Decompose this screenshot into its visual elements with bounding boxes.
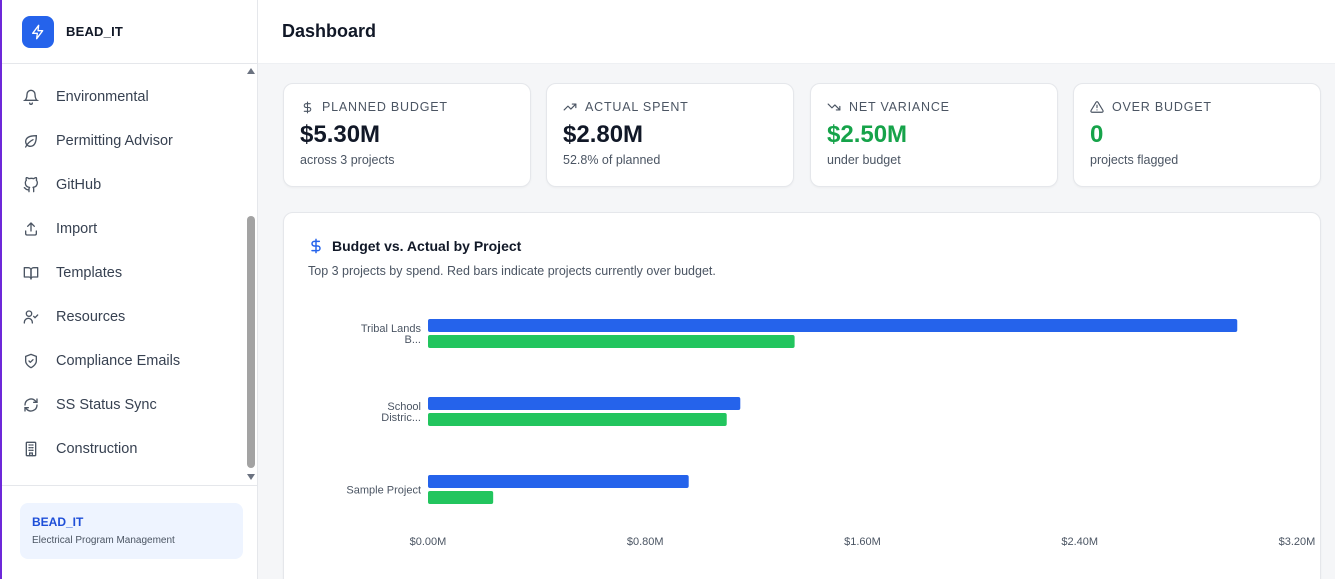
- x-tick-label: $0.80M: [627, 536, 664, 548]
- stat-value: 0: [1090, 121, 1104, 148]
- dollar-icon: [308, 238, 324, 254]
- app-info-card: BEAD_IT Electrical Program Management: [20, 503, 243, 559]
- stat-label: PLANNED BUDGET: [322, 100, 448, 114]
- bar-actual-2[interactable]: [428, 491, 494, 504]
- sidebar-item-resources[interactable]: Resources: [22, 302, 232, 332]
- sidebar: BEAD_IT Environmental Permitting Advisor…: [0, 0, 258, 579]
- trending-up-icon: [563, 100, 577, 114]
- app-info-title: BEAD_IT: [32, 515, 84, 529]
- leaf-icon: [22, 132, 40, 150]
- chart-title-text: Budget vs. Actual by Project: [332, 238, 522, 254]
- user-check-icon: [22, 308, 40, 326]
- bar-planned-0[interactable]: [428, 319, 1238, 332]
- stat-value: $5.30M: [300, 121, 381, 148]
- sidebar-item-environmental[interactable]: Environmental: [22, 82, 232, 112]
- shield-icon: [22, 352, 40, 370]
- app-info-subtitle: Electrical Program Management: [32, 535, 175, 546]
- budget-vs-actual-chart: Tribal Lands B... School Distric... Sample P…: [346, 319, 1316, 548]
- stat-card-actual-spent: ACTUAL SPENT $2.80M 52.8% of planned: [546, 83, 794, 187]
- stat-subtext: projects flagged: [1090, 153, 1179, 167]
- sidebar-item-ss-status-sync[interactable]: SS Status Sync: [22, 390, 232, 420]
- stat-label: NET VARIANCE: [849, 100, 950, 114]
- stat-value: $2.50M: [827, 121, 908, 148]
- stat-subtext: under budget: [827, 153, 901, 167]
- sidebar-item-label: Environmental: [56, 89, 149, 105]
- sidebar-item-github[interactable]: GitHub: [22, 170, 232, 200]
- stat-card-net-variance: NET VARIANCE $2.50M under budget: [810, 83, 1058, 187]
- upload-icon: [22, 220, 40, 238]
- sidebar-item-templates[interactable]: Templates: [22, 258, 232, 288]
- page-title: Dashboard: [282, 21, 377, 41]
- sidebar-item-label: Import: [56, 221, 98, 237]
- sidebar-item-label: Construction: [56, 441, 138, 457]
- sidebar-item-label: GitHub: [56, 177, 102, 193]
- sidebar-item-import[interactable]: Import: [22, 214, 232, 244]
- x-tick-label: $1.60M: [844, 536, 881, 548]
- github-icon: [22, 176, 40, 194]
- refresh-icon: [22, 396, 40, 414]
- trending-down-icon: [827, 100, 841, 114]
- bar-planned-1[interactable]: [428, 397, 741, 410]
- lightning-icon: [22, 15, 54, 48]
- scroll-up-arrow-icon[interactable]: [247, 68, 255, 74]
- sidebar-item-compliance-emails[interactable]: Compliance Emails: [22, 346, 232, 376]
- sidebar-item-label: Permitting Advisor: [56, 133, 173, 149]
- stat-label: ACTUAL SPENT: [585, 100, 689, 114]
- stat-label: OVER BUDGET: [1112, 100, 1212, 114]
- bar-actual-0[interactable]: [428, 335, 795, 348]
- bar-actual-1[interactable]: [428, 413, 727, 426]
- building-icon: [22, 440, 40, 458]
- sidebar-scrollbar[interactable]: [245, 66, 257, 484]
- book-icon: [22, 264, 40, 282]
- x-tick-label: $3.20M: [1279, 536, 1316, 548]
- category-label: School Distric...: [381, 401, 421, 424]
- category-label: Sample Project: [346, 485, 421, 497]
- sidebar-item-label: Compliance Emails: [56, 353, 181, 369]
- sidebar-footer: BEAD_IT Electrical Program Management: [2, 485, 258, 579]
- stat-value: $2.80M: [563, 121, 644, 148]
- budget-chart-card: Budget vs. Actual by Project Top 3 proje…: [283, 212, 1321, 579]
- category-label: Tribal Lands B...: [361, 323, 422, 346]
- dollar-icon: [300, 100, 314, 114]
- stat-card-planned-budget: PLANNED BUDGET $5.30M across 3 projects: [283, 83, 531, 187]
- scroll-down-arrow-icon[interactable]: [247, 474, 255, 480]
- sidebar-item-label: SS Status Sync: [56, 397, 157, 413]
- x-tick-label: $0.00M: [410, 536, 447, 548]
- bell-icon: [22, 88, 40, 106]
- brand[interactable]: BEAD_IT: [2, 0, 257, 64]
- sidebar-item-label: Templates: [56, 265, 123, 281]
- alert-triangle-icon: [1090, 100, 1104, 114]
- x-tick-label: $2.40M: [1061, 536, 1098, 548]
- header: Dashboard: [258, 0, 1335, 64]
- stat-subtext: 52.8% of planned: [563, 153, 661, 167]
- sidebar-item-label: Resources: [56, 309, 126, 325]
- sidebar-nav: Environmental Permitting Advisor GitHub …: [2, 64, 258, 485]
- stat-subtext: across 3 projects: [300, 153, 395, 167]
- sidebar-item-construction[interactable]: Construction: [22, 434, 232, 464]
- bar-planned-2[interactable]: [428, 475, 689, 488]
- chart-subtitle: Top 3 projects by spend. Red bars indica…: [308, 264, 716, 278]
- scroll-thumb[interactable]: [247, 216, 255, 468]
- chart-title: Budget vs. Actual by Project: [308, 238, 521, 254]
- stat-card-over-budget: OVER BUDGET 0 projects flagged: [1073, 83, 1321, 187]
- brand-name: BEAD_IT: [66, 24, 124, 39]
- sidebar-item-permitting-advisor[interactable]: Permitting Advisor: [22, 126, 232, 156]
